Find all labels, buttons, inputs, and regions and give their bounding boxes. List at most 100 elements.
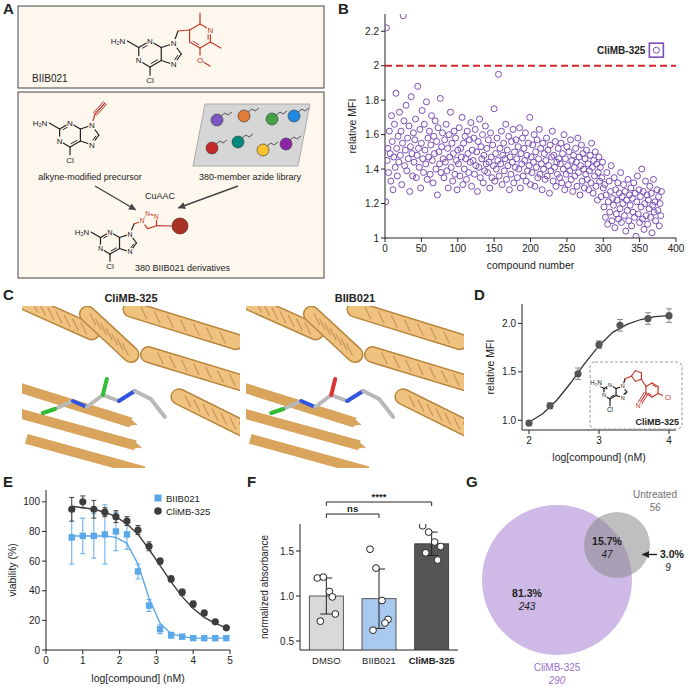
x-tick (230, 650, 231, 654)
y-tick (42, 590, 46, 591)
atom-bg (601, 392, 606, 398)
point (633, 233, 639, 238)
point (400, 14, 406, 19)
point (386, 128, 392, 134)
atom-label: N (136, 56, 142, 65)
helix-turn (56, 311, 62, 323)
y-tick-label: 100 (23, 496, 40, 507)
point (482, 123, 488, 129)
helix-turn (95, 318, 101, 330)
point (594, 161, 600, 167)
replicate-point (379, 597, 386, 604)
point (387, 151, 393, 157)
y-tick-label: 1.4 (365, 164, 379, 175)
ligand-stick (87, 395, 103, 407)
helix-turn (157, 352, 163, 364)
axes: 0.51.01.5 (280, 524, 458, 650)
helix-turn (206, 328, 212, 340)
point (495, 71, 501, 77)
helix-turn (336, 333, 342, 345)
bond (148, 226, 157, 229)
point (457, 173, 463, 179)
bond (119, 238, 120, 249)
point (549, 128, 555, 134)
helix (372, 355, 464, 384)
library-plate (193, 104, 310, 166)
helix-turn (123, 344, 129, 356)
point (562, 156, 568, 162)
helix-edge (355, 309, 460, 341)
x-tick (193, 650, 194, 654)
azide (298, 108, 309, 112)
point (541, 151, 547, 157)
atom-bg (170, 39, 177, 48)
point (190, 635, 196, 641)
image-title: CliMB-325 (104, 292, 157, 304)
helix-turn (264, 306, 270, 316)
point (491, 106, 497, 112)
atom-bg (74, 228, 91, 237)
bond (190, 24, 200, 30)
point (595, 341, 602, 348)
error-cap (113, 522, 118, 523)
bond (193, 41, 199, 44)
point (418, 140, 424, 146)
bond (657, 387, 658, 394)
point (134, 526, 141, 533)
ligand-stick (55, 401, 73, 409)
helix-edge (87, 314, 131, 355)
atom-label: N (621, 395, 625, 401)
atom-bg (144, 76, 156, 85)
x-tick-label: 5 (227, 655, 233, 666)
region-count: 9 (665, 562, 671, 573)
atom-bg (32, 119, 49, 128)
axes: 11.21.41.61.822.205010015020025030035040… (365, 14, 685, 254)
point (613, 187, 619, 193)
point (615, 180, 621, 186)
ligand-stick (135, 391, 151, 399)
point (590, 190, 596, 196)
helix-turn (288, 315, 294, 327)
point (68, 506, 75, 513)
y-tick (381, 203, 385, 204)
y-tick-label: 40 (29, 585, 41, 596)
atom-bg (207, 26, 214, 35)
point (573, 145, 579, 151)
bond (71, 140, 77, 143)
significance-label: ns (347, 503, 358, 514)
point (135, 568, 141, 574)
error-cap (575, 379, 581, 380)
point (478, 144, 484, 150)
point (212, 635, 218, 641)
atom-label: N (127, 231, 132, 238)
inset: H₂NClNNNNClNCliMB-325 (589, 362, 682, 429)
point (623, 228, 629, 234)
y-tick (518, 420, 522, 421)
arrow-head (366, 468, 374, 469)
venn-circle (584, 512, 650, 578)
inset-label: CliMB-325 (635, 417, 679, 427)
point (651, 209, 657, 215)
point (621, 182, 627, 188)
arrow-head (129, 419, 137, 426)
atom-bg (107, 228, 113, 236)
y-tick-label: 2.0 (502, 318, 516, 329)
error-cap (91, 518, 96, 519)
point (423, 99, 429, 105)
x-tick-label: 1 (80, 655, 86, 666)
y-tick (42, 531, 46, 532)
atom-label: N (89, 141, 95, 150)
point (425, 135, 431, 141)
y-tick (381, 31, 385, 32)
x-tick-label: 2 (526, 435, 532, 446)
point (517, 125, 523, 131)
error-cap (113, 550, 118, 551)
point (600, 159, 606, 165)
helix-turn (167, 315, 173, 327)
y-tick (381, 65, 385, 66)
point (417, 126, 423, 132)
region-count: 243 (518, 601, 536, 612)
point (102, 531, 108, 537)
atom-bg (605, 406, 615, 413)
helix-turn (141, 307, 147, 319)
